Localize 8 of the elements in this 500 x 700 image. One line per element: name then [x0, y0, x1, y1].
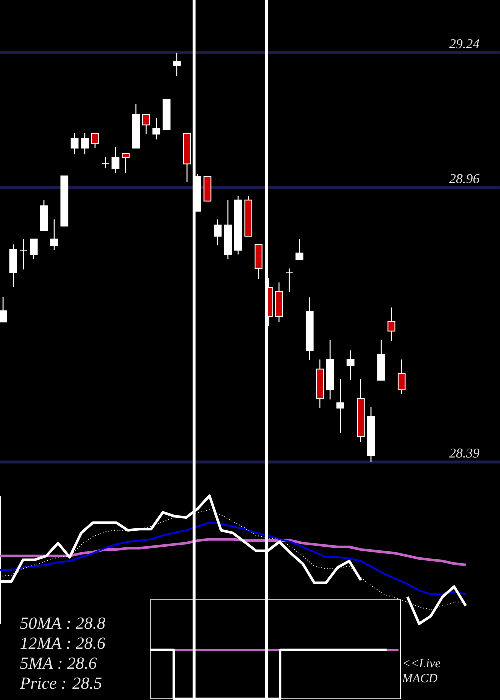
text: Price : 28.5	[20, 678, 102, 690]
text: <<Live MACD	[402, 659, 441, 683]
annotation: 50MA : 28.8	[20, 618, 106, 630]
y-tick-label: 28.39	[449, 448, 480, 458]
text: 5MA : 28.6	[20, 658, 98, 670]
y-tick-label: 28.96	[449, 174, 480, 184]
y-tick-label: 29.24	[449, 40, 480, 49]
text: 12MA : 28.6	[20, 638, 106, 650]
